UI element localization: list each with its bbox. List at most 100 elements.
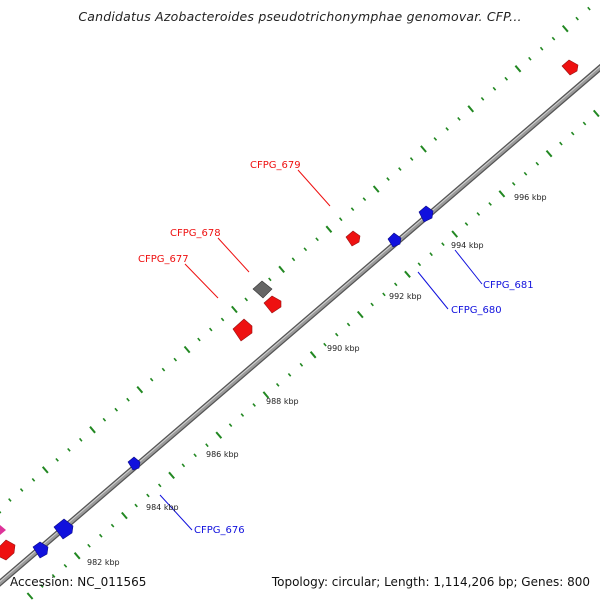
gene-label-cfpg-677[interactable]: CFPG_677 — [138, 254, 189, 265]
minor-tick — [575, 16, 579, 21]
minor-tick — [587, 6, 591, 11]
minor-tick — [114, 407, 119, 412]
minor-tick — [362, 197, 367, 202]
minor-tick — [433, 137, 438, 141]
minor-tick — [476, 212, 481, 216]
gene-marker-unknown[interactable] — [252, 280, 273, 299]
gene-label-cfpg-681[interactable]: CFPG_681 — [483, 280, 534, 291]
major-tick — [278, 265, 285, 274]
minor-tick — [51, 573, 56, 578]
gene-label-cfpg-679[interactable]: CFPG_679 — [250, 160, 301, 171]
major-tick — [183, 345, 191, 354]
minor-tick — [464, 222, 469, 226]
tick-label: 982 kbp — [87, 558, 120, 567]
minor-tick — [523, 171, 528, 176]
minor-tick — [417, 262, 422, 267]
gene-marker-forward[interactable] — [561, 59, 579, 76]
major-tick — [168, 471, 175, 480]
minor-tick — [492, 86, 497, 91]
minor-tick — [67, 447, 71, 452]
major-tick — [215, 431, 223, 439]
minor-tick — [8, 498, 12, 502]
minor-tick — [570, 131, 575, 136]
minor-tick — [535, 161, 540, 166]
major-tick — [89, 426, 96, 434]
backbone — [0, 63, 600, 587]
minor-tick — [181, 463, 186, 468]
gene-label-cfpg-678[interactable]: CFPG_678 — [170, 228, 221, 239]
minor-tick — [323, 342, 327, 347]
tick-labels: 982 kbp 984 kbp 986 kbp 988 kbp 990 kbp … — [87, 193, 547, 567]
minor-tick — [559, 141, 563, 146]
gene-marker-forward[interactable] — [232, 318, 253, 342]
major-tick — [545, 149, 553, 158]
minor-tick — [110, 523, 115, 528]
major-tick — [325, 225, 333, 233]
minor-tick — [504, 76, 509, 81]
minor-tick — [528, 56, 532, 61]
major-tick — [121, 511, 128, 520]
major-tick — [404, 270, 411, 278]
minor-tick — [197, 337, 201, 342]
map-title: Candidatus Azobacteroides pseudotrichony… — [78, 9, 522, 24]
major-tick — [231, 305, 238, 314]
minor-tick — [268, 277, 272, 282]
minor-tick — [244, 297, 249, 302]
minor-tick — [55, 457, 59, 462]
minor-tick — [386, 177, 390, 181]
minor-tick — [98, 533, 103, 538]
gene-marker-forward-partial[interactable] — [0, 525, 6, 535]
minor-tick — [370, 302, 374, 307]
minor-tick — [173, 357, 178, 362]
major-tick — [136, 385, 144, 394]
major-tick — [26, 592, 34, 600]
tick-label: 988 kbp — [266, 397, 299, 406]
major-tick — [498, 190, 506, 198]
major-tick — [0, 510, 2, 514]
tick-label: 984 kbp — [146, 503, 179, 512]
gene-marker-reverse[interactable] — [418, 205, 434, 223]
minor-tick — [87, 543, 91, 548]
unknown-genes — [252, 280, 273, 299]
major-tick — [592, 109, 600, 118]
gene-marker-reverse[interactable] — [127, 456, 141, 471]
minor-tick — [511, 181, 516, 186]
minor-tick — [393, 282, 398, 287]
reverse-tick-ring — [26, 109, 600, 600]
major-tick — [467, 105, 475, 113]
forward-tick-ring — [0, 6, 591, 514]
gene-marker-reverse[interactable] — [53, 518, 74, 540]
gene-label-cfpg-676[interactable]: CFPG_676 — [194, 525, 245, 536]
minor-tick — [539, 46, 544, 51]
minor-tick — [299, 362, 304, 367]
minor-tick — [63, 563, 68, 568]
major-tick — [372, 185, 380, 193]
minor-tick — [334, 332, 339, 337]
minor-tick — [208, 327, 213, 332]
minor-tick — [315, 237, 319, 242]
minor-tick — [303, 247, 308, 252]
minor-tick — [19, 488, 24, 492]
gene-labels: CFPG_677 CFPG_678 CFPG_679 CFPG_680 CFPG… — [138, 160, 534, 536]
gene-marker-forward[interactable] — [345, 230, 361, 247]
minor-tick — [429, 252, 433, 257]
gene-label-cfpg-680[interactable]: CFPG_680 — [451, 305, 502, 316]
minor-tick — [149, 377, 154, 382]
minor-tick — [350, 207, 355, 212]
minor-tick — [409, 157, 414, 161]
gene-marker-forward[interactable] — [263, 295, 282, 314]
minor-tick — [78, 437, 83, 442]
gene-marker-forward[interactable] — [0, 539, 16, 561]
forward-genes — [0, 59, 579, 561]
major-tick — [41, 466, 49, 474]
topology-summary: Topology: circular; Length: 1,114,206 bp… — [271, 575, 590, 589]
minor-tick — [126, 397, 130, 402]
tick-label: 994 kbp — [451, 241, 484, 250]
major-tick — [73, 552, 81, 560]
reverse-genes — [32, 205, 434, 559]
gene-marker-reverse[interactable] — [387, 232, 402, 248]
major-tick — [420, 145, 427, 153]
major-tick — [309, 351, 317, 359]
gene-marker-reverse[interactable] — [32, 541, 49, 559]
